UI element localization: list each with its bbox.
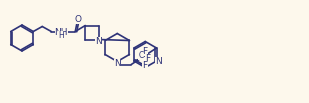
Text: NH: NH	[54, 28, 68, 37]
Text: F: F	[146, 53, 150, 63]
Text: O: O	[75, 15, 82, 24]
Text: N: N	[95, 37, 102, 46]
Text: C: C	[138, 50, 144, 60]
Text: F: F	[142, 60, 148, 70]
Text: H: H	[58, 31, 64, 40]
Text: F: F	[142, 46, 148, 56]
Text: N: N	[114, 59, 121, 68]
Text: N: N	[155, 57, 162, 66]
